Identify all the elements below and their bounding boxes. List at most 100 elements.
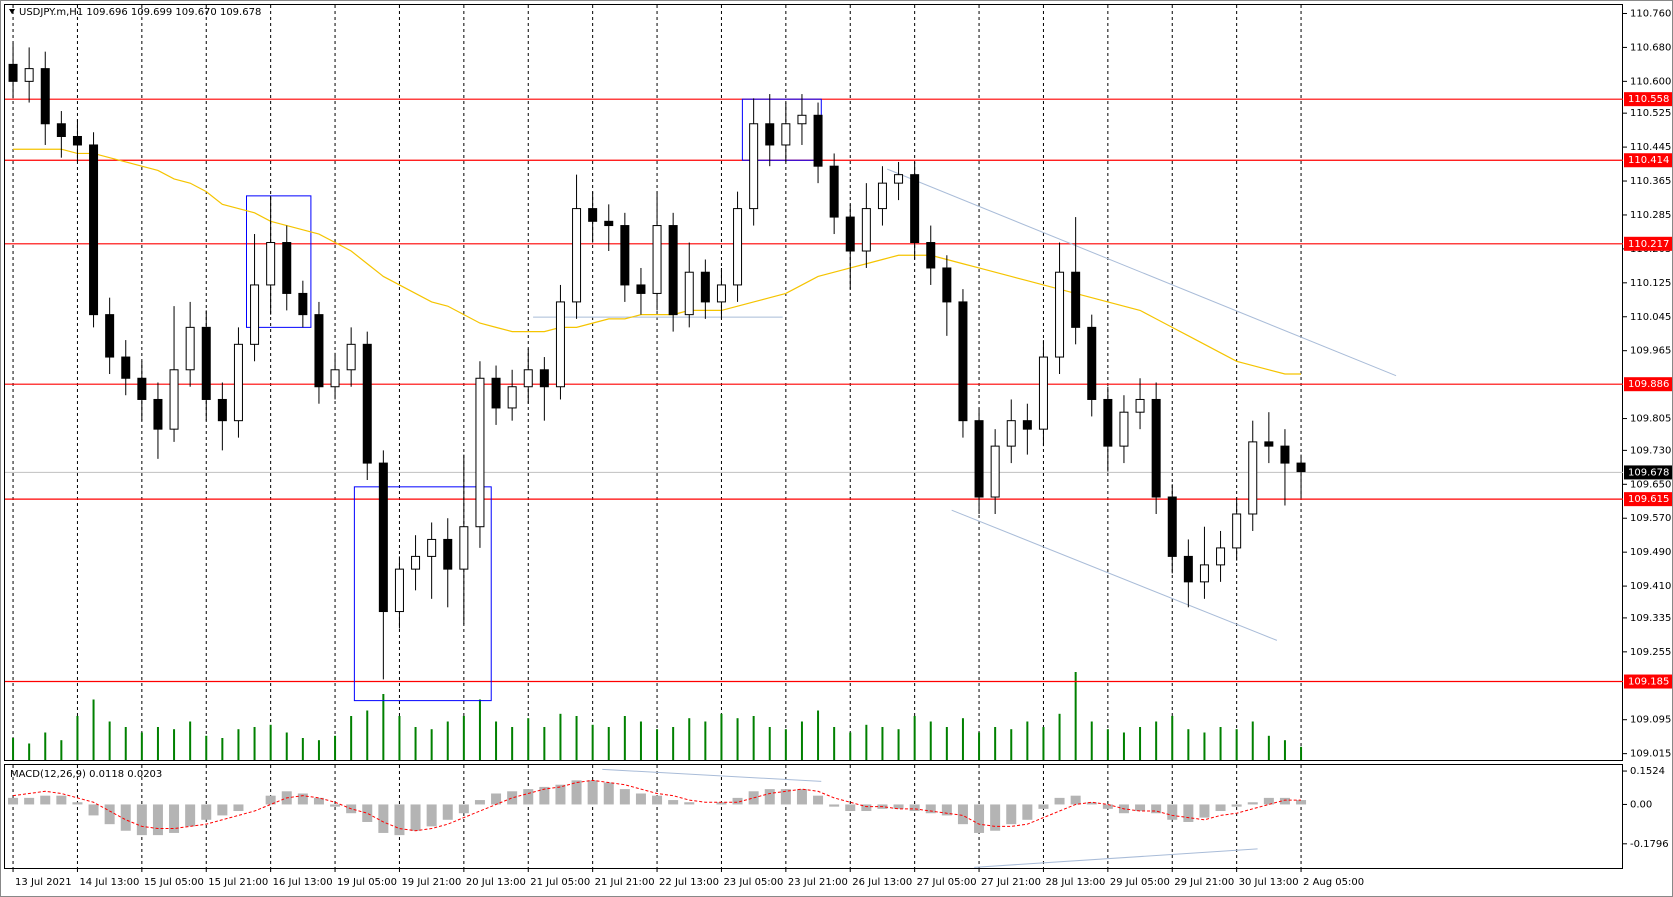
macd-bar: [925, 804, 936, 814]
volume-bar: [575, 716, 578, 760]
macd-bar: [652, 795, 663, 805]
y-tick-label: 109.570: [1630, 513, 1671, 524]
candle-body: [974, 420, 984, 498]
volume-bar: [398, 716, 401, 760]
macd-bar: [893, 804, 904, 809]
volume-bar: [736, 718, 739, 760]
box: [246, 195, 312, 328]
volume-bar: [1139, 727, 1142, 760]
macd-bar: [458, 804, 469, 814]
macd-bar: [56, 795, 67, 805]
x-tick-label: 13 Jul 2021: [15, 877, 72, 888]
candle-body: [910, 174, 920, 244]
macd-bar: [941, 804, 952, 816]
volume-bar: [768, 727, 771, 760]
macd-bar: [1279, 797, 1290, 805]
candle-body: [475, 377, 485, 528]
volume-bar: [414, 727, 417, 760]
macd-bar: [539, 786, 550, 805]
volume-bar: [237, 729, 240, 760]
macd-bar: [1215, 804, 1226, 812]
volume-bar: [253, 727, 256, 760]
volume-bar: [817, 710, 820, 760]
y-tick-label: 110.445: [1630, 142, 1671, 153]
macd-bar: [362, 804, 373, 822]
trendline: [602, 768, 822, 782]
x-tick-label: 28 Jul 13:00: [1045, 877, 1105, 888]
candle-body: [443, 538, 453, 570]
volume-bar: [108, 721, 111, 760]
volume-bar: [1122, 732, 1125, 760]
y-tick-label: 0.1524: [1630, 766, 1665, 777]
volume-bar: [446, 721, 449, 760]
y-tick-label: 110.525: [1630, 108, 1671, 119]
volume-bar: [945, 727, 948, 760]
candle-body: [894, 174, 904, 184]
y-tick-label: 110.600: [1630, 76, 1671, 87]
volume-bar: [495, 721, 498, 760]
x-tick-label: 23 Jul 05:00: [723, 877, 783, 888]
menu-triangle[interactable]: [9, 9, 15, 14]
macd-bar: [201, 804, 212, 820]
macd-bar: [24, 797, 35, 805]
x-tick-label: 19 Jul 21:00: [401, 877, 461, 888]
volume-bar: [865, 724, 868, 760]
candle-body: [378, 462, 388, 613]
volume-bar: [897, 729, 900, 760]
macd-bar: [410, 804, 421, 831]
x-tick-label: 15 Jul 21:00: [208, 877, 268, 888]
volume-bar: [672, 727, 675, 760]
level-label: 110.558: [1628, 94, 1669, 105]
volume-bar: [704, 721, 707, 760]
volume-bar: [44, 732, 47, 760]
candle-body: [169, 369, 179, 430]
macd-bar: [1231, 804, 1242, 807]
volume-bar: [1010, 729, 1013, 760]
volume-bar: [430, 729, 433, 760]
candle-body: [684, 271, 694, 316]
candle-body: [217, 398, 227, 422]
macd-bar: [845, 804, 856, 812]
candle-body: [314, 314, 324, 388]
candle-body: [394, 568, 404, 613]
volume-bar: [334, 735, 337, 760]
macd-bar: [507, 791, 518, 805]
volume-bar: [156, 727, 159, 760]
volume-bar: [1090, 721, 1093, 760]
volume-bar: [961, 718, 964, 760]
y-tick-label: 109.095: [1630, 715, 1671, 726]
y-tick-label: 109.490: [1630, 547, 1671, 558]
macd-bar: [104, 804, 115, 825]
volume-bar: [833, 727, 836, 760]
volume-bar: [543, 727, 546, 760]
candle-body: [233, 343, 243, 422]
macd-bar: [1247, 802, 1258, 805]
signal-line: [12, 779, 1302, 832]
y-tick-label: 109.965: [1630, 346, 1671, 357]
candle-body: [781, 123, 791, 146]
candle-body: [926, 242, 936, 269]
macd-bar: [169, 804, 180, 833]
volume-bar: [301, 738, 304, 760]
volume-bar: [1074, 672, 1077, 760]
macd-pane: [4, 764, 1623, 869]
level-label: 109.886: [1628, 379, 1669, 390]
macd-bar: [909, 804, 920, 812]
y-tick-label: 109.650: [1630, 479, 1671, 490]
y-tick-label: 109.335: [1630, 613, 1671, 624]
volume-bar: [1203, 732, 1206, 760]
candle-body: [105, 314, 115, 358]
candle-body: [56, 123, 66, 137]
x-tick-label: 22 Jul 13:00: [659, 877, 719, 888]
macd-bar: [861, 804, 872, 812]
volume-bar: [12, 738, 15, 760]
candle-body: [1071, 271, 1081, 328]
volume-bar: [285, 732, 288, 760]
candle-body: [958, 301, 968, 422]
macd-bar: [217, 804, 228, 816]
macd-bar: [442, 804, 453, 820]
macd-bar: [668, 800, 679, 805]
candle-body: [588, 208, 598, 222]
macd-bar: [829, 804, 840, 807]
macd-bar: [40, 795, 51, 805]
